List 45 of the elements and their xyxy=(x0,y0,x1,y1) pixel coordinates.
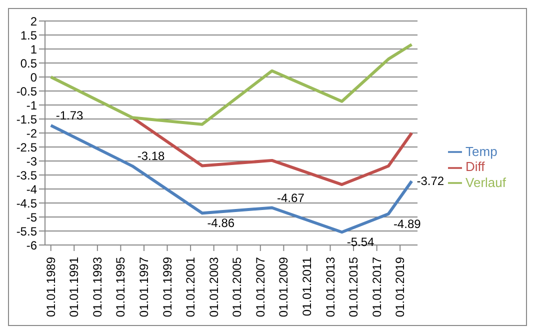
y-tick-label: -3.5 xyxy=(16,168,38,182)
x-tick-label: 01.01.2015 xyxy=(346,256,361,318)
legend-label: Temp xyxy=(466,144,498,159)
y-tick-label: -5.5 xyxy=(16,224,38,238)
x-tick-label: 01.01.2005 xyxy=(230,256,244,318)
y-tick-label: 2 xyxy=(30,14,38,28)
line-series xyxy=(49,43,414,126)
x-tick-label: 01.01.2011 xyxy=(300,256,314,316)
x-tick-label: 01.01.1989 xyxy=(44,256,58,318)
x-tick-label: 01.01.2013 xyxy=(323,256,338,318)
x-tick-label: 01.01.2007 xyxy=(253,256,268,318)
data-label: -4.67 xyxy=(277,190,305,205)
data-label: -3.72 xyxy=(416,174,444,188)
y-tick-label: 0 xyxy=(30,70,38,84)
line-series xyxy=(130,116,414,186)
x-tick-label: 01.01.1997 xyxy=(136,256,151,318)
data-label: -3.18 xyxy=(137,149,166,164)
y-tick-label: -4.5 xyxy=(16,196,38,210)
y-tick-label: -2.5 xyxy=(16,140,38,154)
x-tick-label: 01.01.2017 xyxy=(370,256,384,318)
data-label: -5.54 xyxy=(346,235,375,250)
x-tick-label: 01.01.1991 xyxy=(67,256,82,318)
y-tick-label: -1.5 xyxy=(16,112,38,126)
x-tick-label: 01.01.1993 xyxy=(90,256,104,318)
x-tick-label: 01.01.2003 xyxy=(206,256,221,318)
y-tick-label: -2 xyxy=(26,126,38,140)
data-label: -4.86 xyxy=(207,216,235,230)
x-tick-label: 01.01.2001 xyxy=(184,256,198,318)
y-tick-label: -1 xyxy=(26,98,38,112)
x-tick-label: 01.01.2019 xyxy=(393,256,408,318)
data-label: -4.89 xyxy=(393,216,422,231)
legend-label: Verlauf xyxy=(466,174,506,190)
x-tick-label: 01.01.1995 xyxy=(114,256,128,318)
y-tick-label: -5 xyxy=(26,210,38,224)
y-tick-label: 0.5 xyxy=(20,56,38,70)
y-tick-label: 1.5 xyxy=(20,28,38,42)
x-tick-label: 01.01.2009 xyxy=(276,256,291,318)
y-tick-label: -0.5 xyxy=(16,84,38,98)
y-tick-label: -6 xyxy=(26,238,38,252)
x-tick-label: 01.01.1999 xyxy=(160,256,174,318)
y-tick-label: -3 xyxy=(26,154,38,168)
y-tick-label: -4 xyxy=(26,182,38,196)
y-tick-label: 1 xyxy=(30,42,38,56)
legend-label: Diff xyxy=(466,159,485,174)
data-label: -1.73 xyxy=(56,108,84,122)
